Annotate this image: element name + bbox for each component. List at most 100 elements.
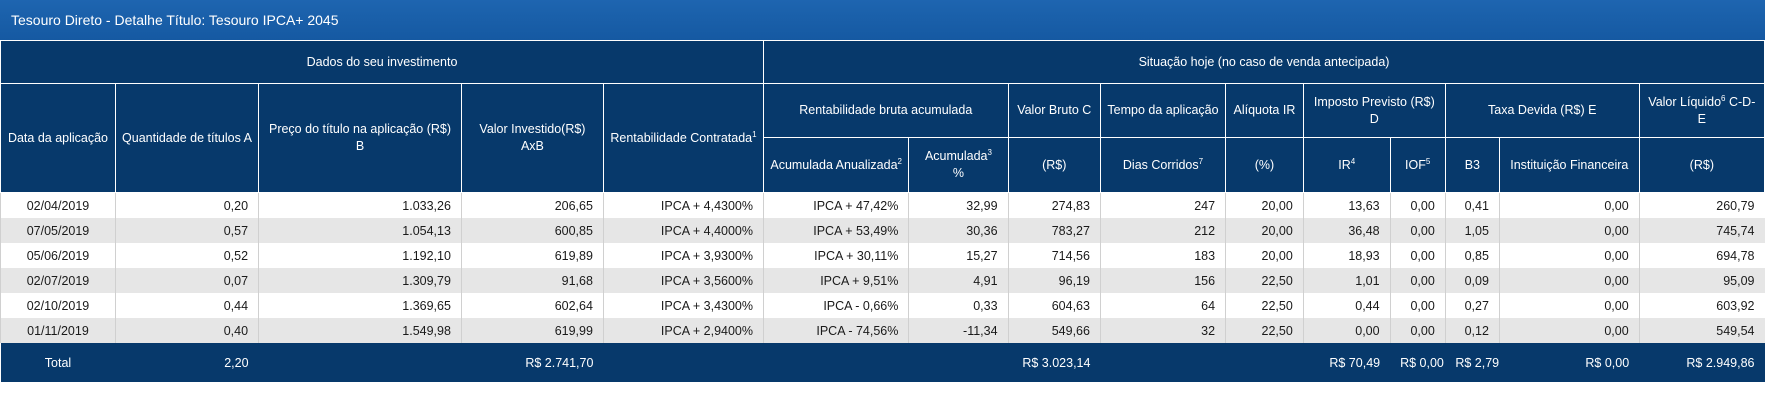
col-header-imposto: Imposto Previsto (R$) D	[1302, 83, 1446, 138]
cell-valor-investido: 619,99	[460, 318, 604, 343]
group-header-current: Situação hoje (no caso de venda antecipa…	[763, 40, 1765, 84]
total-valor-bruto: R$ 3.023,14	[1008, 343, 1101, 382]
cell-preco: 1.549,98	[258, 318, 462, 343]
cell-acumulada: -11,34	[908, 318, 1009, 343]
cell-preco: 1.369,65	[258, 293, 462, 318]
cell-iof: 0,00	[1389, 268, 1446, 293]
cell-acum-anualizada: IPCA + 9,51%	[762, 268, 909, 293]
cell-acum-anualizada: IPCA - 0,66%	[762, 293, 909, 318]
col-header-tempo: Tempo da aplicação	[1099, 83, 1227, 138]
cell-valor-investido: 206,65	[460, 192, 604, 218]
cell-iof: 0,00	[1389, 218, 1446, 243]
table-row: 05/06/2019 0,52 1.192,10 619,89 IPCA + 3,930…	[0, 243, 1765, 268]
table-row: 01/11/2019 0,40 1.549,98 619,99 IPCA + 2,940…	[0, 318, 1765, 343]
cell-acumulada: 4,91	[908, 268, 1009, 293]
cell-acum-anualizada: IPCA - 74,56%	[762, 318, 909, 343]
table-row: 02/04/2019 0,20 1.033,26 206,65 IPCA + 4,430…	[0, 192, 1765, 218]
col-header-aliquota-unit: (%)	[1225, 137, 1304, 193]
col-header-dias-corridos: Dias Corridos7	[1099, 137, 1227, 193]
cell-valor-investido: 602,64	[460, 293, 604, 318]
cell-aliquota: 22,50	[1225, 318, 1304, 343]
cell-valor-investido: 600,85	[460, 218, 604, 243]
col-header-ir: IR4	[1302, 137, 1391, 193]
cell-dias-corridos: 212	[1099, 218, 1226, 243]
col-header-b3: B3	[1444, 137, 1500, 193]
cell-rentabilidade-contratada: IPCA + 2,9400%	[602, 318, 764, 343]
col-header-acum-anualizada: Acumulada Anualizada2	[762, 137, 910, 193]
table-row: 07/05/2019 0,57 1.054,13 600,85 IPCA + 4,400…	[0, 218, 1765, 243]
cell-instituicao: 0,00	[1498, 293, 1640, 318]
cell-quantidade: 0,52	[114, 243, 259, 268]
cell-valor-bruto: 549,66	[1007, 318, 1101, 343]
cell-ir: 1,01	[1302, 268, 1391, 293]
totals-row: Total 2,20 R$ 2.741,70 R$ 3.023,14 R$ 70…	[0, 343, 1765, 382]
col-header-rentabilidade-bruta: Rentabilidade bruta acumulada	[763, 83, 1009, 138]
total-label: Total	[0, 343, 116, 382]
cell-preco: 1.054,13	[258, 218, 462, 243]
cell-ir: 18,93	[1302, 243, 1391, 268]
cell-quantidade: 0,57	[114, 218, 259, 243]
window-title-bar: Tesouro Direto - Detalhe Título: Tesouro…	[0, 0, 1765, 40]
window-title: Tesouro Direto - Detalhe Título: Tesouro…	[11, 12, 339, 28]
col-header-aliquota: Alíquota IR	[1225, 83, 1304, 138]
cell-quantidade: 0,44	[114, 293, 259, 318]
cell-iof: 0,00	[1389, 192, 1446, 218]
cell-instituicao: 0,00	[1498, 318, 1640, 343]
total-quantidade: 2,20	[115, 343, 259, 382]
cell-data-aplicacao: 07/05/2019	[0, 218, 116, 243]
cell-rentabilidade-contratada: IPCA + 3,4300%	[602, 293, 764, 318]
cell-valor-bruto: 783,27	[1007, 218, 1101, 243]
total-valor-investido: R$ 2.741,70	[461, 343, 604, 382]
cell-rentabilidade-contratada: IPCA + 4,4000%	[602, 218, 764, 243]
total-ir: R$ 70,49	[1303, 343, 1391, 382]
total-instituicao: R$ 0,00	[1499, 343, 1640, 382]
col-header-valor-bruto: Valor Bruto C	[1007, 83, 1101, 138]
cell-valor-investido: 91,68	[460, 268, 604, 293]
cell-b3: 0,85	[1444, 243, 1500, 268]
col-header-rentabilidade-contratada: Rentabilidade Contratada1	[602, 83, 765, 193]
cell-valor-bruto: 604,63	[1007, 293, 1101, 318]
cell-acumulada: 30,36	[908, 218, 1009, 243]
cell-acumulada: 32,99	[908, 192, 1009, 218]
cell-valor-investido: 619,89	[460, 243, 604, 268]
cell-b3: 0,27	[1444, 293, 1500, 318]
cell-valor-bruto: 714,56	[1007, 243, 1101, 268]
cell-aliquota: 20,00	[1225, 218, 1304, 243]
cell-preco: 1.192,10	[258, 243, 462, 268]
cell-acum-anualizada: IPCA + 30,11%	[762, 243, 909, 268]
cell-b3: 0,12	[1444, 318, 1500, 343]
cell-acum-anualizada: IPCA + 47,42%	[762, 192, 909, 218]
cell-valor-liquido: 260,79	[1638, 192, 1765, 218]
col-header-valor-bruto-unit: (R$)	[1007, 137, 1101, 193]
total-iof: R$ 0,00	[1390, 343, 1446, 382]
cell-valor-liquido: 745,74	[1638, 218, 1765, 243]
cell-ir: 0,00	[1302, 318, 1391, 343]
cell-rentabilidade-contratada: IPCA + 4,4300%	[602, 192, 764, 218]
cell-data-aplicacao: 05/06/2019	[0, 243, 116, 268]
col-header-instituicao: Instituição Financeira	[1498, 137, 1640, 193]
cell-aliquota: 20,00	[1225, 192, 1304, 218]
cell-aliquota: 22,50	[1225, 268, 1304, 293]
cell-quantidade: 0,20	[114, 192, 259, 218]
cell-aliquota: 22,50	[1225, 293, 1304, 318]
cell-dias-corridos: 156	[1099, 268, 1226, 293]
cell-b3: 0,41	[1444, 192, 1500, 218]
cell-b3: 0,09	[1444, 268, 1500, 293]
investment-detail-table: Dados do seu investimento Situação hoje …	[0, 40, 1765, 382]
group-header-investment: Dados do seu investimento	[0, 40, 764, 84]
cell-valor-liquido: 603,92	[1638, 293, 1765, 318]
table-row: 02/10/2019 0,44 1.369,65 602,64 IPCA + 3,430…	[0, 293, 1765, 318]
cell-instituicao: 0,00	[1498, 268, 1640, 293]
cell-data-aplicacao: 01/11/2019	[0, 318, 116, 343]
col-header-taxa: Taxa Devida (R$) E	[1444, 83, 1640, 138]
total-b3: R$ 2,79	[1445, 343, 1500, 382]
cell-dias-corridos: 247	[1099, 192, 1226, 218]
cell-iof: 0,00	[1389, 293, 1446, 318]
cell-valor-bruto: 96,19	[1007, 268, 1101, 293]
col-header-data-aplicacao: Data da aplicação	[0, 83, 116, 193]
cell-acumulada: 15,27	[908, 243, 1009, 268]
cell-quantidade: 0,07	[114, 268, 259, 293]
cell-valor-bruto: 274,83	[1007, 192, 1101, 218]
cell-instituicao: 0,00	[1498, 192, 1640, 218]
cell-dias-corridos: 32	[1099, 318, 1226, 343]
